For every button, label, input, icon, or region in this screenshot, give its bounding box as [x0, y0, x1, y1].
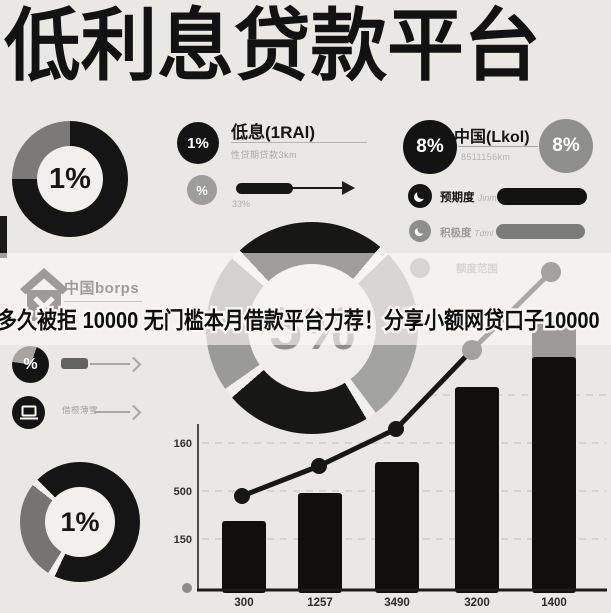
divider: [458, 146, 538, 147]
bar-cap: [532, 323, 576, 363]
page-title: 低利息贷款平台: [4, 1, 541, 90]
bar: [455, 387, 499, 593]
bar: [222, 521, 266, 593]
divider: [231, 142, 367, 143]
edge-decoration: [0, 216, 7, 258]
y-tick-label: 150: [174, 534, 192, 546]
home-icon: [20, 268, 68, 321]
pie-icon: [409, 220, 431, 242]
row-label-suffix: Tdml: [474, 228, 494, 238]
right-panel-subtitle: 8511156km: [461, 152, 511, 162]
badge-subtitle-2: 33%: [232, 199, 251, 209]
donut-value: 1%: [45, 487, 115, 557]
bar: [298, 493, 342, 593]
badge-subtitle: 性贷期贷款3km: [231, 150, 298, 160]
trend-line-segment: [239, 463, 322, 499]
row-label-text: 预期度: [440, 192, 475, 204]
row-label-suffix: Jinm: [477, 193, 497, 203]
data-point: [234, 488, 250, 504]
y-tick-label: 500: [174, 486, 192, 498]
bar: [532, 357, 576, 593]
arrow-right-icon: [291, 187, 343, 189]
trend-line-segment: [316, 426, 399, 469]
data-point: [311, 458, 327, 474]
bar: [375, 462, 419, 593]
row-label-text: 积极度: [440, 227, 472, 239]
data-point: [388, 421, 404, 437]
x-tick-label: 300: [234, 597, 253, 609]
progress-bar: [236, 183, 293, 194]
trend-line-segment: [393, 347, 475, 432]
arrow-head-icon: [342, 181, 355, 195]
y-tick-label: 160: [174, 438, 192, 450]
donut-chart-top-left: 1%: [12, 121, 128, 237]
stat-circle-left: 8%: [403, 120, 457, 174]
x-tick-label: 3200: [464, 597, 490, 609]
laptop-glyph: [19, 405, 38, 420]
overlay-band: [0, 253, 611, 345]
pie-icon: [408, 184, 432, 208]
progress-bar: [496, 224, 585, 239]
crescent-icon: [414, 189, 427, 202]
device-row-label: 借根薄雪: [62, 405, 99, 415]
right-panel-title: 中国(Lkol): [454, 129, 530, 146]
headline-banner: 多久被拒 10000 无门槛本月借款平台力荐！分享小额网贷口子10000: [0, 305, 602, 336]
brand-name: 中国borps: [64, 280, 140, 297]
data-point: [541, 262, 561, 282]
laptop-icon: [12, 396, 45, 429]
trend-line-segment: [469, 269, 554, 353]
x-tick-label: 3490: [384, 597, 410, 609]
crescent-icon: [414, 225, 426, 237]
row-label: 积极度 Tdml: [440, 225, 493, 240]
row-label: 预期度 Jinm: [440, 189, 497, 205]
x-tick-label: 1400: [541, 597, 567, 609]
percent-badge-1: 1%: [177, 122, 219, 164]
percent-circle: %: [12, 346, 49, 383]
progress-bar: [61, 358, 88, 369]
arrow-right-icon: [94, 411, 130, 413]
percent-badge-2: %: [187, 175, 217, 205]
arrow-right-icon: [90, 363, 130, 365]
stat-circle-right: 8%: [539, 119, 593, 173]
badge-title: 低息(1RAl): [231, 123, 316, 142]
origin-dot: [182, 583, 192, 593]
divider: [64, 301, 142, 302]
x-tick-label: 1257: [307, 597, 333, 609]
data-point: [462, 340, 482, 360]
donut-value: 1%: [37, 146, 103, 212]
donut-chart-bottom-left: 1%: [20, 462, 140, 582]
progress-bar: [497, 188, 587, 205]
